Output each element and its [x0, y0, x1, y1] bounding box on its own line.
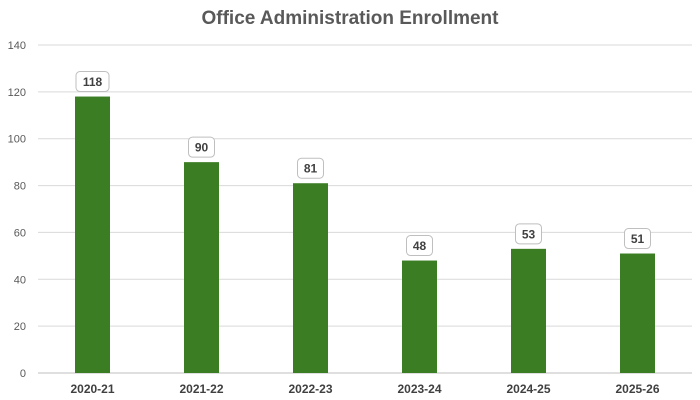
chart-title: Office Administration Enrollment [202, 8, 500, 29]
data-label-box [75, 71, 110, 93]
bars [75, 96, 655, 374]
bar [620, 253, 655, 373]
x-tick-label: 2024-25 [506, 382, 550, 396]
x-tick-label: 2025-26 [615, 382, 659, 396]
gridlines [38, 44, 692, 374]
y-tick-label: 0 [20, 368, 26, 380]
data-label: 118 [83, 75, 103, 89]
bar [293, 183, 328, 373]
y-tick-label: 60 [14, 227, 26, 239]
x-tick-label: 2022-23 [288, 382, 332, 396]
bar [75, 96, 110, 374]
x-axis-ticks: 2020-21 2021-22 2022-23 2023-24 2024-25 2025-… [70, 382, 659, 396]
data-labels: 118 90 81 48 53 51 [75, 71, 651, 257]
y-tick-label: 40 [14, 274, 26, 286]
y-tick-label: 140 [8, 40, 26, 52]
x-tick-label: 2020-21 [70, 382, 114, 396]
data-label: 81 [304, 162, 318, 176]
x-tick-label: 2023-24 [397, 382, 441, 396]
y-tick-label: 20 [14, 321, 26, 333]
y-tick-label: 100 [8, 134, 26, 146]
data-label-box [297, 157, 324, 179]
y-tick-label: 80 [14, 181, 26, 193]
bar [184, 162, 219, 373]
data-label-box [406, 235, 433, 257]
bar [511, 248, 546, 373]
data-label: 51 [631, 232, 645, 246]
data-label-box [515, 223, 542, 245]
bar [402, 260, 437, 373]
data-label-box [188, 136, 215, 158]
data-label: 90 [195, 141, 209, 155]
data-label: 53 [522, 227, 536, 241]
x-tick-label: 2021-22 [179, 382, 223, 396]
data-label: 48 [413, 239, 427, 253]
y-tick-label: 120 [8, 87, 26, 99]
data-label-box [624, 228, 651, 250]
y-axis-ticks: 0 20 40 60 80 100 120 140 [8, 40, 26, 380]
